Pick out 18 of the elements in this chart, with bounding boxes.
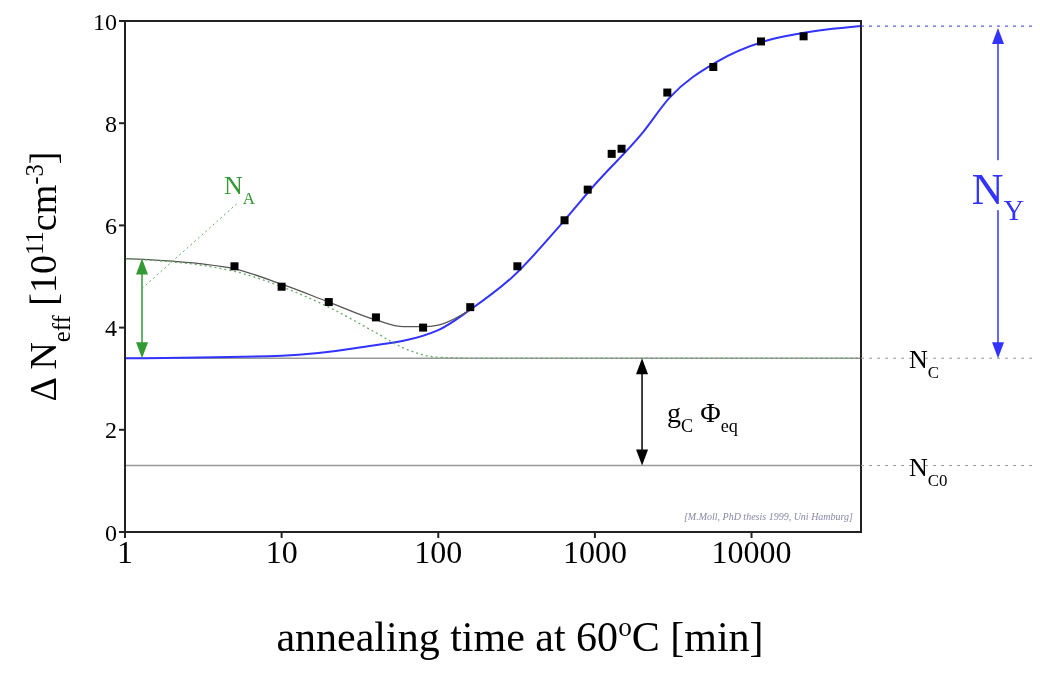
- x-tick-label: 1: [117, 533, 133, 570]
- y-tick-label: 10: [93, 8, 117, 35]
- x-tick-label: 10: [265, 533, 298, 570]
- annotation: N$_{A}$: [224, 170, 256, 208]
- ref-line-label: N$_{C0}$: [909, 452, 948, 490]
- y-tick-label: 4: [105, 315, 117, 342]
- x-tick-label: 10000: [711, 533, 792, 570]
- y-tick-label: 6: [105, 212, 117, 239]
- annotation: [M.Moll, PhD thesis 1999, Uni Hamburg]: [683, 511, 854, 522]
- x-tick-label: 1000: [562, 533, 627, 570]
- text: N$_{Y}$: [971, 165, 1025, 226]
- x-tick-label: 100: [414, 533, 463, 570]
- y-tick-label: 8: [105, 110, 117, 137]
- x-axis-title: annealing time at 60$^{o}$C [min]: [276, 612, 764, 660]
- annotation: g$_{C}$ Φ$_{eq}$: [667, 396, 738, 436]
- ref-line-label: N$_{C}$: [909, 345, 940, 382]
- y-tick-label: 2: [105, 417, 117, 444]
- y-tick-label: 0: [105, 519, 117, 546]
